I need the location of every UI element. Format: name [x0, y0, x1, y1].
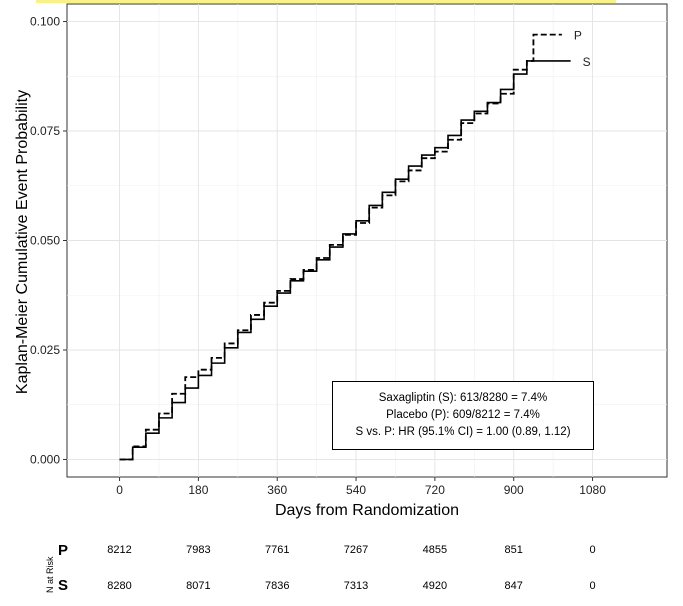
y-axis-title: Kaplan-Meier Cumulative Event Probabilit… — [14, 90, 31, 394]
risk-cell-p: 0 — [589, 544, 596, 556]
x-tick-label: 540 — [346, 483, 366, 497]
risk-cell-s: 8071 — [186, 580, 211, 592]
risk-arm-p: P — [58, 542, 69, 559]
legend-box: Saxagliptin (S): 613/8280 = 7.4% Placebo… — [332, 381, 594, 450]
risk-cell-p: 7267 — [343, 544, 369, 556]
risk-cell-s: 847 — [504, 580, 523, 592]
y-tick-label: 0.000 — [30, 452, 60, 466]
axis-layer: 0 180 360 540 720 900 1080 0.000 0.025 0.050 0.075… — [30, 15, 606, 497]
x-tick-label: 1080 — [579, 483, 606, 497]
risk-cell-p: 8212 — [107, 544, 132, 556]
risk-cell-s: 7313 — [343, 580, 369, 592]
risk-cell-s: 0 — [589, 580, 596, 592]
risk-side-prefix: N — [45, 586, 55, 594]
risk-cell-s: 7836 — [264, 580, 290, 592]
x-tick-label: 900 — [504, 483, 524, 497]
risk-cell-s: 8280 — [107, 580, 132, 592]
risk-side-main: at Risk — [45, 556, 55, 584]
series-layer: PS — [119, 29, 591, 461]
y-tick-label: 0.075 — [30, 124, 60, 138]
legend-line-saxagliptin: Saxagliptin (S): 613/8280 = 7.4% — [378, 392, 548, 404]
risk-side-label: N at Risk — [45, 556, 55, 593]
risk-cell-p: 851 — [504, 544, 523, 556]
legend-line-hazard-ratio: S vs. P: HR (95.1% CI) = 1.00 (0.89, 1.1… — [355, 426, 571, 438]
x-axis-title: Days from Randomization — [275, 502, 459, 519]
y-tick-label: 0.100 — [30, 15, 60, 29]
series-line-s — [119, 60, 571, 461]
y-tick-label: 0.025 — [30, 343, 60, 357]
top-highlight-strip — [36, 0, 616, 3]
x-tick-label: 180 — [188, 483, 208, 497]
risk-cell-s: 4920 — [422, 580, 448, 592]
y-tick-label: 0.050 — [30, 234, 60, 248]
risk-cell-p: 7761 — [264, 544, 290, 556]
risk-cell-p: 4855 — [422, 544, 448, 556]
risk-arm-s: S — [58, 577, 69, 594]
series-line-p — [119, 33, 562, 461]
risk-table: N at Risk P S 8212 7983 7761 7267 4855 851 0 82… — [0, 530, 683, 606]
risk-cell-p: 7983 — [186, 544, 211, 556]
km-chart: PS 0 180 360 540 720 900 1080 0.000 0.025 0.050 0.… — [14, 3, 668, 519]
x-tick-label: 720 — [425, 483, 445, 497]
legend-line-placebo: Placebo (P): 609/8212 = 7.4% — [386, 409, 540, 421]
x-tick-label: 360 — [267, 483, 287, 497]
series-end-label-s: S — [583, 55, 591, 69]
series-end-label-p: P — [574, 29, 582, 43]
x-tick-label: 0 — [116, 483, 123, 497]
